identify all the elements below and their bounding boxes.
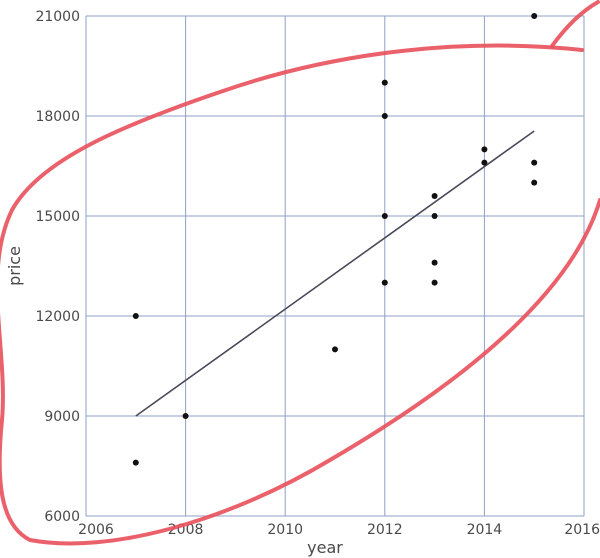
data-point (381, 213, 388, 219)
data-point (431, 213, 438, 219)
data-point (132, 459, 139, 466)
data-point (531, 159, 538, 166)
data-point (531, 13, 538, 19)
tick-labels: 2006 2008 2010 2012 2014 20166000900012000150… (35, 9, 600, 538)
y-axis-title: price (5, 246, 24, 286)
data-point (182, 413, 189, 419)
data-point (431, 193, 438, 199)
data-point (381, 279, 388, 286)
data-point (332, 346, 338, 353)
data-point (481, 159, 488, 166)
annotation-tail-stroke (550, 0, 600, 48)
x-tick-label: 2006 (78, 522, 114, 538)
data-point (132, 313, 139, 319)
grid-lines (85, 15, 585, 517)
y-tick-label: 18000 (35, 109, 80, 125)
y-tick-label: 12000 (35, 309, 80, 325)
x-tick-label: 2016 (564, 522, 600, 538)
y-tick-label: 6000 (44, 509, 80, 525)
data-point (481, 146, 488, 153)
data-point (431, 279, 438, 286)
x-tick-label: 2012 (367, 522, 403, 538)
data-point (381, 113, 388, 119)
x-tick-label: 2014 (467, 522, 503, 538)
data-point (381, 79, 388, 86)
x-tick-label: 2010 (267, 522, 303, 538)
trend-line (135, 130, 535, 417)
data-points (132, 13, 538, 466)
y-tick-label: 9000 (44, 409, 80, 425)
y-tick-label: 15000 (35, 209, 80, 225)
data-point (431, 259, 438, 266)
x-axis-title: year (307, 538, 343, 557)
y-tick-label: 21000 (35, 9, 80, 25)
hand-drawn-ellipse-annotation (0, 43, 600, 546)
data-point (531, 179, 538, 186)
